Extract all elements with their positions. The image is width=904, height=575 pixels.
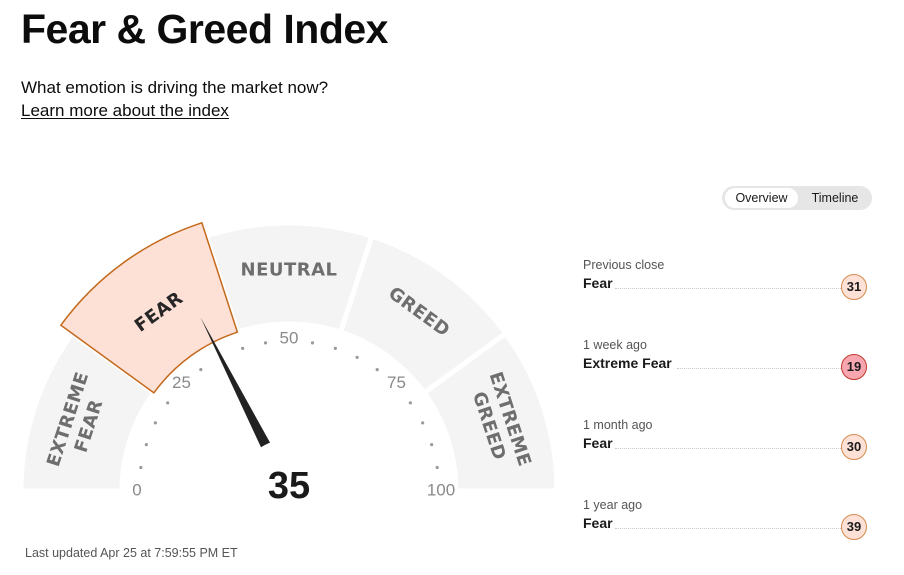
scale-dot <box>421 421 425 425</box>
history-period: Previous close <box>583 258 665 272</box>
current-score: 35 <box>268 465 310 507</box>
scale-dot <box>408 401 412 405</box>
segment-label-line: NEUTRAL <box>240 259 337 280</box>
history-score-badge: 31 <box>841 274 867 300</box>
history-score-badge: 30 <box>841 434 867 460</box>
score-hub <box>237 439 341 543</box>
scale-dot <box>166 401 170 405</box>
segment-fear <box>59 221 239 394</box>
gauge-needle <box>200 317 276 458</box>
history-item-1-year: 1 year ago Fear 39 <box>583 498 873 548</box>
scale-dot <box>430 443 434 447</box>
scale-dot <box>375 368 379 372</box>
dotted-leader <box>615 528 841 529</box>
scale-dot <box>144 443 148 447</box>
scale-tick-50: 50 <box>280 328 299 347</box>
dotted-leader <box>677 368 841 369</box>
history-item-1-month: 1 month ago Fear 30 <box>583 418 873 468</box>
learn-more-link[interactable]: Learn more about the index <box>21 101 229 120</box>
history-period: 1 month ago <box>583 418 653 432</box>
scale-dot <box>139 465 143 470</box>
scale-tick-75: 75 <box>387 373 406 392</box>
view-toggle: Overview Timeline <box>722 186 872 210</box>
timeline-tab[interactable]: Timeline <box>811 191 859 205</box>
scale-dot <box>241 346 245 350</box>
scale-tick-0: 0 <box>132 480 141 499</box>
history-score-badge: 39 <box>841 514 867 540</box>
history-rating: Fear <box>583 435 613 451</box>
dotted-leader <box>615 288 841 289</box>
segment-neutral-label: NEUTRAL <box>240 259 337 280</box>
overview-tab[interactable]: Overview <box>725 188 798 208</box>
scale-dot <box>435 465 439 470</box>
scale-dot <box>333 346 337 350</box>
history-item-previous-close: Previous close Fear 31 <box>583 258 873 308</box>
page-subtitle: What emotion is driving the market now? <box>21 78 329 97</box>
scale-tick-25: 25 <box>172 373 191 392</box>
history-rating: Fear <box>583 275 613 291</box>
dotted-leader <box>615 448 841 449</box>
scale-dot <box>263 341 268 345</box>
scale-dot <box>153 421 157 425</box>
scale-dot <box>310 341 315 345</box>
scale-tick-100: 100 <box>427 480 455 499</box>
history-item-1-week: 1 week ago Extreme Fear 19 <box>583 338 873 388</box>
history-score-badge: 19 <box>841 354 867 380</box>
history-rating: Fear <box>583 515 613 531</box>
page-title: Fear & Greed Index <box>21 6 388 52</box>
history-period: 1 week ago <box>583 338 647 352</box>
scale-dot <box>199 368 203 372</box>
history-period: 1 year ago <box>583 498 643 512</box>
last-updated-text: Last updated Apr 25 at 7:59:55 PM ET <box>25 546 238 560</box>
history-rating: Extreme Fear <box>583 355 672 371</box>
segment-extreme-greed <box>420 329 560 494</box>
scale-dot <box>355 355 359 359</box>
